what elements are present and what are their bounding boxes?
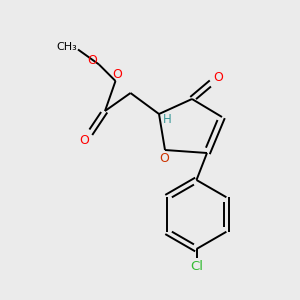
Text: O: O (80, 134, 89, 147)
Text: O: O (88, 53, 97, 67)
Text: O: O (112, 68, 122, 81)
Text: H: H (163, 113, 172, 126)
Text: O: O (159, 152, 169, 165)
Text: CH₃: CH₃ (56, 41, 77, 52)
Text: Cl: Cl (190, 260, 203, 274)
Text: O: O (213, 70, 223, 84)
